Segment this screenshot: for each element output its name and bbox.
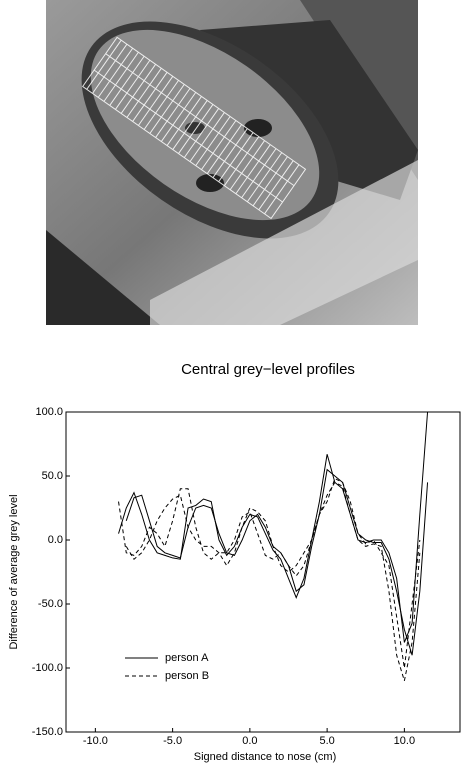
x-tick-label: -5.0 [163, 735, 182, 747]
legend-label: person A [165, 652, 209, 664]
chart-title: Central grey−level profiles [181, 361, 355, 378]
y-tick-label: -100.0 [32, 662, 63, 674]
x-axis-label: Signed distance to nose (cm) [194, 751, 336, 763]
face-photo [46, 0, 418, 325]
legend-label: person B [165, 670, 209, 682]
profile-line [118, 481, 421, 681]
y-tick-label: 100.0 [35, 406, 63, 418]
profile-line [118, 411, 429, 643]
profile-line [125, 468, 429, 656]
y-tick-label: 0.0 [48, 534, 63, 546]
x-tick-label: -10.0 [83, 735, 108, 747]
x-tick-label: 5.0 [319, 735, 334, 747]
plot-frame [65, 411, 461, 733]
profile-line [125, 477, 421, 669]
y-tick-label: -150.0 [32, 726, 63, 738]
y-tick-label: -50.0 [38, 598, 63, 610]
y-tick-label: 50.0 [42, 470, 63, 482]
x-tick-label: 0.0 [242, 735, 257, 747]
y-axis-label: Difference of average grey level [8, 494, 20, 649]
x-tick-label: 10.0 [394, 735, 415, 747]
